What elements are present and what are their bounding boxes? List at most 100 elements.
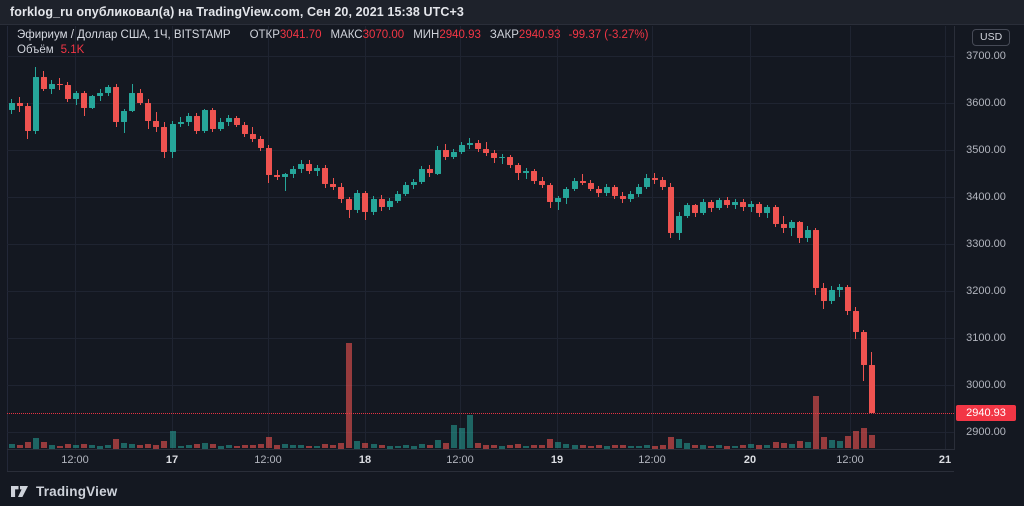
volume-bar [667,436,674,449]
volume-bar [434,439,441,449]
candle-body [338,186,345,200]
volume-bar [555,442,562,449]
volume-bar [539,445,546,449]
candle-wick [276,169,278,181]
time-gridline [172,26,173,449]
volume-bar [579,445,586,449]
candle-body [643,178,650,187]
volume-bar [113,439,120,449]
candle-body [780,224,787,228]
candle-body [241,124,248,134]
candle-body [32,77,39,131]
candle-body [137,93,144,103]
candle-body [81,93,88,108]
candle-body [306,164,313,172]
volume-bar [169,430,176,449]
volume-bar [24,442,31,449]
candle-wick [839,283,841,297]
candle-body [466,142,473,146]
volume-bar [40,441,47,449]
candle-wick [557,196,559,211]
price-gridline [7,385,954,386]
volume-bar [426,445,433,449]
candle-body [579,181,586,183]
time-axis-label: 18 [358,454,372,466]
candle-body [330,183,337,187]
candle-body [225,118,232,122]
candle-body [812,229,819,289]
time-gridline [460,26,461,449]
candle-body [129,93,136,111]
candle-body [796,222,803,239]
candle-body [820,288,827,302]
candle-body [89,96,96,108]
price-gridline [7,338,954,339]
time-gridline [750,26,751,449]
volume-bar [458,427,465,449]
price-axis[interactable]: USD 3700.00 3600.00 3500.00 3400.00 3300.00 3… [955,26,1024,449]
currency-toggle-button[interactable]: USD [972,29,1011,46]
volume-bar [338,443,345,449]
volume-bar [724,445,731,449]
footer-branding[interactable]: TradingView [10,481,117,501]
candle-body [523,170,530,174]
time-axis-label: 12:00 [446,454,474,466]
pane-left-border [7,26,8,472]
volume-bar [8,443,15,449]
volume-bar [177,445,184,449]
volume-bar [105,445,112,449]
volume-bar [314,446,321,449]
time-gridline [75,26,76,449]
candle-body [201,110,208,132]
candle-body [418,168,425,182]
candle-body [483,149,490,153]
candle-body [121,110,128,122]
volume-bar [627,446,634,449]
candle-body [394,194,401,201]
volume-bar [748,444,755,449]
time-gridline [365,26,366,449]
price-axis-label: 3700.00 [966,49,1006,62]
candle-body [8,103,15,111]
candle-body [282,174,289,177]
volume-bar [137,445,144,449]
price-axis-label: 3300.00 [966,237,1006,250]
price-axis-label: 3400.00 [966,190,1006,203]
candle-body [426,168,433,174]
candle-body [684,205,691,216]
volume-bar [635,445,642,449]
volume-bar [129,444,136,449]
symbol-title[interactable]: Эфириум / Доллар США, 1Ч, BITSTAMP [17,29,231,41]
candle-body [788,222,795,228]
candle-body [265,147,272,175]
candle-body [370,198,377,213]
volume-bar [828,440,835,449]
candle-body [667,186,674,234]
volume-bar [330,445,337,449]
time-axis-label: 12:00 [836,454,864,466]
volume-bar [153,444,160,449]
candle-body [852,310,859,333]
candle-body [290,168,297,175]
price-axis-label: 3100.00 [966,331,1006,344]
price-axis-label: 3200.00 [966,284,1006,297]
volume-bar [233,445,240,449]
volume-bar [844,435,851,449]
volume-label: Объём [17,44,54,56]
volume-bar [81,443,88,449]
volume-bar [249,445,256,449]
volume-bar [241,444,248,449]
volume-bar [282,443,289,449]
volume-bar [483,444,490,449]
time-gridline [268,26,269,449]
volume-bar [852,431,859,449]
volume-value: 5.1K [60,44,85,56]
header-attribution: forklog_ru опубликовал(а) на TradingView… [10,5,464,19]
volume-bar [97,445,104,449]
candle-body [539,181,546,185]
chart-pane[interactable] [7,26,955,450]
volume-bar [466,414,473,449]
volume-bar [354,440,361,449]
time-axis[interactable]: 12:00 17 12:00 18 12:00 19 12:00 20 12:00 21 [7,450,954,472]
